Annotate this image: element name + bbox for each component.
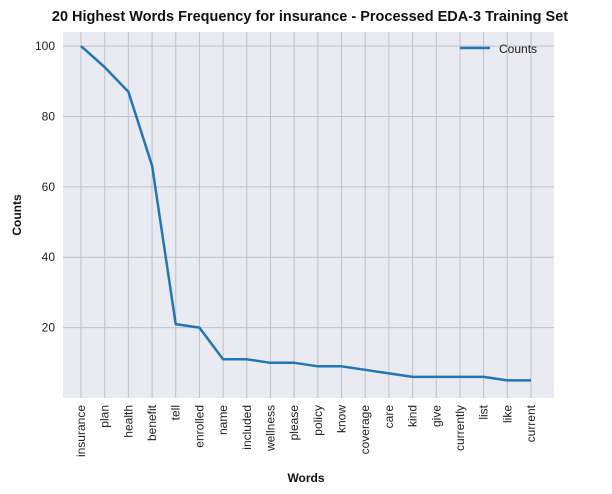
x-tick-label: policy (311, 405, 325, 436)
data-point (198, 327, 200, 329)
x-tick-label: like (500, 405, 514, 423)
data-point (80, 45, 82, 47)
x-tick-label: current (524, 404, 538, 442)
y-tick-label: 80 (42, 109, 56, 123)
data-point (530, 379, 532, 381)
y-tick-label: 20 (42, 321, 56, 335)
y-axis-label: Counts (10, 194, 24, 236)
data-point (317, 365, 319, 367)
x-tick-label: plan (98, 405, 112, 428)
x-tick-label: health (121, 405, 135, 438)
x-tick-label: list (477, 404, 491, 419)
legend: Counts (460, 42, 537, 56)
chart-title: 20 Highest Words Frequency for insurance… (52, 9, 568, 25)
data-point (341, 365, 343, 367)
data-point (222, 358, 224, 360)
x-tick-label: tell (169, 405, 183, 420)
x-tick-label: please (287, 405, 301, 441)
x-tick-label: included (240, 405, 254, 450)
x-tick-label: coverage (358, 405, 372, 455)
y-ticks: 20 40 60 80 100 (35, 39, 55, 335)
x-tick-label: kind (406, 405, 420, 427)
y-tick-label: 40 (42, 250, 56, 264)
x-tick-label: currently (453, 405, 467, 451)
series-layer (80, 45, 532, 382)
series-line-counts (80, 45, 531, 382)
x-tick-label: care (382, 405, 396, 429)
data-point (483, 376, 485, 378)
x-tick-label: give (429, 405, 443, 427)
x-tick-label: benefit (145, 404, 159, 441)
data-point (388, 372, 390, 374)
x-tick-label: name (216, 405, 230, 435)
data-point (104, 66, 106, 68)
x-tick-label: insurance (74, 405, 88, 457)
x-ticks: insurance plan health benefit tell enrolled na… (74, 404, 538, 457)
data-point (293, 362, 295, 364)
data-point (459, 376, 461, 378)
y-tick-label: 100 (35, 39, 55, 53)
data-point (127, 91, 129, 93)
data-point (269, 362, 271, 364)
plot-area (63, 32, 554, 398)
data-point (506, 379, 508, 381)
data-point (412, 376, 414, 378)
x-axis-label: Words (287, 471, 324, 485)
legend-label: Counts (499, 42, 537, 56)
grid (63, 32, 554, 398)
data-point (151, 165, 153, 167)
data-point (364, 369, 366, 371)
x-tick-label: know (335, 405, 349, 433)
data-point (246, 358, 248, 360)
x-tick-label: wellness (263, 405, 277, 452)
x-tick-label: enrolled (192, 405, 206, 448)
data-point (175, 323, 177, 325)
data-point (435, 376, 437, 378)
y-tick-label: 60 (42, 180, 56, 194)
